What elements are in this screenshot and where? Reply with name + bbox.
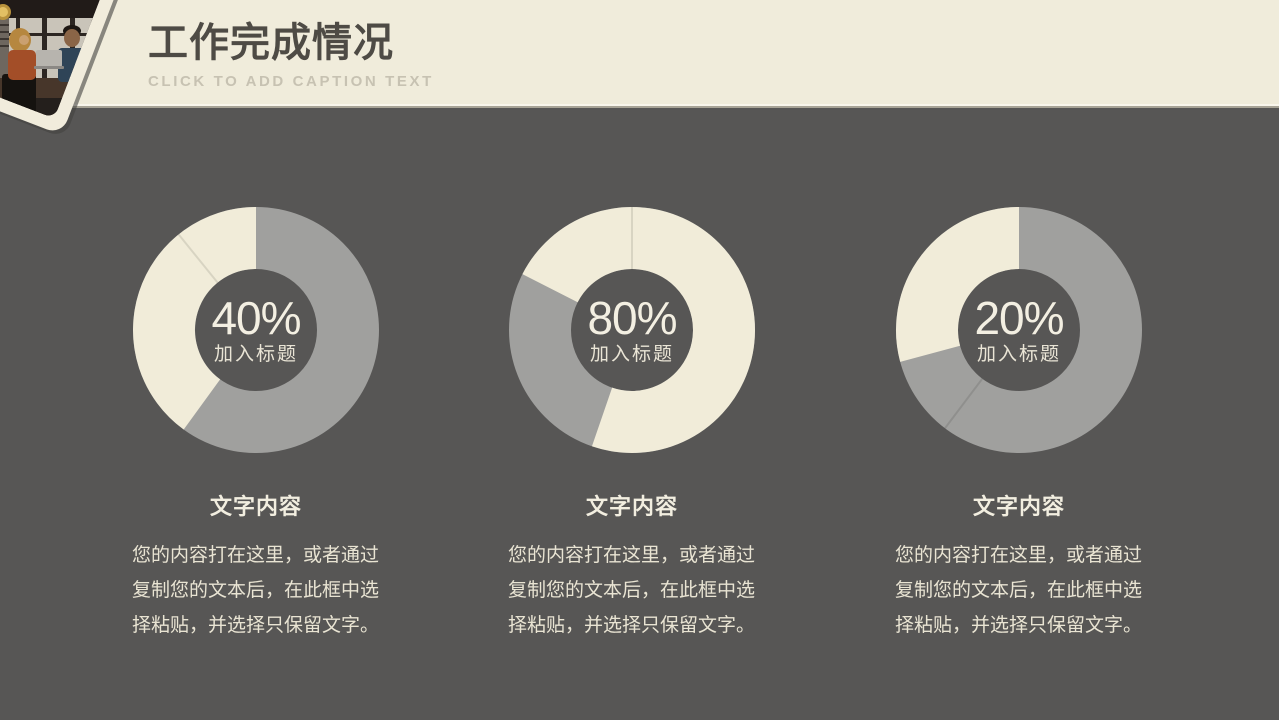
donut-chart-2: 80% 加入标题: [507, 205, 757, 455]
donut-value: 40%: [211, 291, 301, 344]
slide-header: [0, 0, 1279, 104]
donut-chart-3: 20% 加入标题: [894, 205, 1144, 455]
donut-ring-3: [896, 207, 1142, 453]
donut-center-3: 20% 加入标题: [894, 205, 1144, 455]
stat-column-1: 40% 加入标题 文字内容 您的内容打在这里，或者通过 复制您的文本后，在此框中…: [126, 205, 386, 643]
donut-center-1: 40% 加入标题: [131, 205, 381, 455]
donut-chart-1: 40% 加入标题: [131, 205, 381, 455]
column-body-text: 您的内容打在这里，或者通过 复制您的文本后，在此框中选 择粘贴，并选择只保留文字…: [508, 545, 756, 636]
stat-column-2: 80% 加入标题 文字内容 您的内容打在这里，或者通过 复制您的文本后，在此框中…: [502, 205, 762, 643]
donut-ring-2: [509, 207, 755, 453]
column-body-text: 您的内容打在这里，或者通过 复制您的文本后，在此框中选 择粘贴，并选择只保留文字…: [895, 545, 1143, 636]
column-body-text: 您的内容打在这里，或者通过 复制您的文本后，在此框中选 择粘贴，并选择只保留文字…: [132, 545, 380, 636]
donut-value: 80%: [587, 291, 677, 344]
donut-value: 20%: [974, 291, 1064, 344]
column-heading: 文字内容: [209, 494, 302, 519]
donut-label: 加入标题: [589, 343, 674, 365]
page-title: 工作完成情况: [148, 21, 394, 65]
stat-column-3: 20% 加入标题 文字内容 您的内容打在这里，或者通过 复制您的文本后，在此框中…: [889, 205, 1149, 643]
donut-label: 加入标题: [976, 343, 1061, 365]
caption-placeholder: CLICK TO ADD CAPTION TEXT: [148, 73, 434, 90]
column-heading: 文字内容: [585, 494, 678, 519]
header-titles: 工作完成情况 CLICK TO ADD CAPTION TEXT: [148, 22, 434, 90]
donut-center-2: 80% 加入标题: [507, 205, 757, 455]
donut-label: 加入标题: [213, 343, 298, 365]
header-divider: [0, 104, 1279, 108]
donut-ring-1: [133, 207, 379, 453]
column-heading: 文字内容: [972, 494, 1065, 519]
